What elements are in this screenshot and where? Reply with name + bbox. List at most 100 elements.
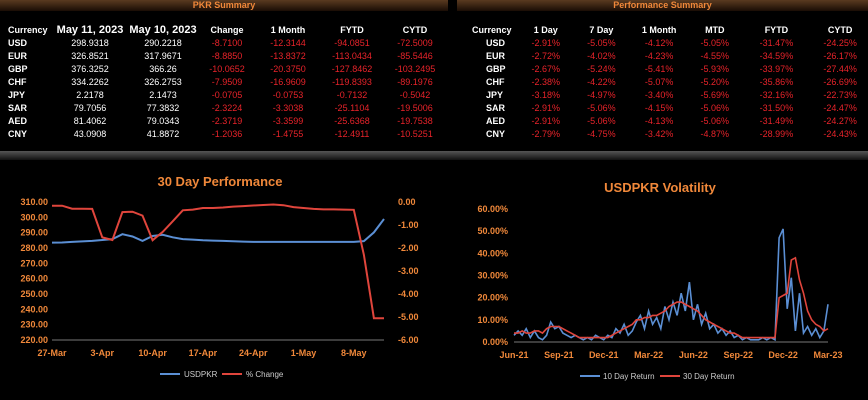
table-cell: -3.42% (644, 129, 674, 139)
table-cell: 298.9318 (71, 38, 109, 48)
table-cell: -31.50% (759, 103, 794, 113)
y-tick-label-left: 250.00 (20, 289, 48, 299)
table-row: AED -2.91% -5.06% -4.13% -5.06% -31.49% -24.27… (472, 115, 868, 128)
column-header: FYTD (764, 25, 789, 35)
table-cell: -35.86% (759, 77, 794, 87)
table-cell: -89.1976 (397, 77, 433, 87)
table-cell: 366.26 (149, 64, 177, 74)
table-cell: -3.18% (531, 90, 561, 100)
table-cell: -8.8850 (211, 51, 243, 61)
table-cell: -127.8462 (331, 64, 373, 74)
table-cell: -5.06% (700, 116, 730, 126)
table-cell: -2.79% (531, 129, 561, 139)
chart-volatility-title: USDPKR Volatility (604, 180, 716, 195)
table-cell: -25.1104 (334, 103, 370, 113)
table-cell: -31.49% (759, 116, 794, 126)
table-cell: -4.02% (587, 51, 616, 61)
currency-code: JPY (8, 90, 26, 100)
table-cell: -2.3224 (211, 103, 243, 113)
table-cell: -7.9509 (211, 77, 243, 87)
table-cell: -1.2036 (211, 129, 243, 139)
column-header: 1 Day (533, 25, 558, 35)
table-cell: -4.75% (587, 129, 616, 139)
table-cell: -26.17% (823, 51, 857, 61)
table-cell: -22.73% (823, 90, 857, 100)
y-tick-label-left: 240.00 (20, 304, 48, 314)
x-tick-label: 10-Apr (138, 348, 167, 358)
table-cell: -24.43% (823, 129, 857, 139)
table-cell: -12.3144 (270, 38, 306, 48)
x-tick-label: 27-Mar (37, 348, 67, 358)
table-row: GBP 376.3252 366.26 -10.0652 -20.3750 -127.84… (8, 63, 448, 76)
table-cell: -0.0705 (211, 90, 243, 100)
table-row: GBP -2.67% -5.24% -5.41% -5.93% -33.97% -27.44… (472, 63, 868, 76)
table-cell: -2.38% (531, 77, 561, 87)
table-cell: -2.3719 (211, 116, 243, 126)
series-line-usdpkr (51, 218, 385, 244)
table-cell: 41.8872 (146, 129, 180, 139)
currency-code: AED (8, 116, 28, 126)
table-cell: -4.97% (587, 90, 616, 100)
table-cell: -4.15% (644, 103, 674, 113)
column-header: MTD (705, 25, 725, 35)
table-cell: 2.2178 (76, 90, 104, 100)
legend-label-pct-change: % Change (246, 370, 284, 379)
legend-label-10day: 10 Day Return (603, 372, 655, 381)
y-tick-label-right: 0.00 (398, 197, 416, 207)
performance-summary-title: Performance Summary (457, 0, 868, 11)
chart-30day-title: 30 Day Performance (157, 174, 283, 189)
table-cell: -4.22% (587, 77, 616, 87)
table-cell: -5.41% (644, 64, 674, 74)
currency-code: GBP (486, 64, 506, 74)
currency-code: SAR (8, 103, 28, 113)
chart-30day-performance: 220.00 230.00 240.00 250.00 260.00 270.00 280.… (20, 197, 419, 379)
table-cell: -27.44% (823, 64, 857, 74)
table-cell: 43.0908 (73, 129, 107, 139)
table-cell: -2.67% (531, 64, 561, 74)
legend-label-30day: 30 Day Return (683, 372, 735, 381)
x-tick-label: Jun-21 (499, 350, 528, 360)
table-cell: -13.8372 (270, 51, 306, 61)
y-tick-label: 40.00% (477, 248, 508, 258)
table-cell: -3.3038 (272, 103, 304, 113)
table-cell: -113.0434 (332, 51, 372, 61)
table-row: JPY -3.18% -4.97% -3.40% -5.69% -32.16% -22.73… (472, 89, 868, 102)
table-cell: -24.47% (823, 103, 857, 113)
currency-code: SAR (486, 103, 506, 113)
table-row: AED 81.4062 79.0343 -2.3719 -3.3599 -25.6368 -… (8, 115, 448, 128)
table-cell: -5.24% (587, 64, 616, 74)
table-cell: -28.99% (759, 129, 794, 139)
y-tick-label-left: 260.00 (20, 274, 48, 284)
column-header: May 10, 2023 (129, 24, 197, 36)
column-header: 1 Month (641, 25, 677, 35)
table-cell: -5.06% (700, 103, 730, 113)
table-cell: 2.1473 (149, 90, 177, 100)
table-cell: 326.2753 (144, 77, 182, 87)
y-tick-label-right: -1.00 (398, 220, 419, 230)
table-cell: 79.0343 (146, 116, 180, 126)
table-cell: -4.12% (644, 38, 674, 48)
table-cell: -25.6368 (334, 116, 370, 126)
y-tick-label: 50.00% (477, 226, 508, 236)
section-divider (0, 151, 868, 160)
x-tick-label: 8-May (341, 348, 367, 358)
table-row: SAR 79.7056 77.3832 -2.3224 -3.3038 -25.1104 -… (8, 102, 448, 115)
table-cell: 334.2262 (71, 77, 109, 87)
y-tick-label-left: 290.00 (20, 228, 48, 238)
currency-code: CHF (486, 77, 505, 87)
y-tick-label-left: 230.00 (20, 320, 48, 330)
table-cell: -12.4911 (334, 129, 370, 139)
table-cell: -2.91% (531, 38, 561, 48)
legend-label-usdpkr: USDPKR (184, 370, 218, 379)
table-cell: -34.59% (759, 51, 794, 61)
x-tick-label: Mar-22 (634, 350, 663, 360)
currency-code: CNY (486, 129, 506, 139)
table-row: CHF 334.2262 326.2753 -7.9509 -16.9609 -119.8… (8, 76, 448, 89)
table-row: CHF -2.38% -4.22% -5.07% -5.20% -35.86% -26.69… (472, 76, 868, 89)
table-cell: -0.7132 (336, 90, 368, 100)
series-line-pct-change (52, 203, 384, 320)
table-cell: -32.16% (759, 90, 794, 100)
table-cell: -2.72% (531, 51, 561, 61)
table-cell: -24.27% (823, 116, 857, 126)
chart-usdpkr-volatility: 0.00% 10.00% 20.00% 30.00% 40.00% 50.00% 60.00… (477, 204, 842, 381)
